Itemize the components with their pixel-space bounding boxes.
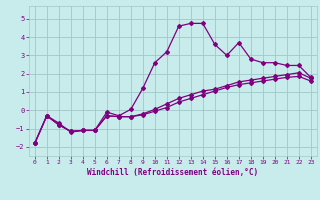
X-axis label: Windchill (Refroidissement éolien,°C): Windchill (Refroidissement éolien,°C)	[87, 168, 258, 177]
